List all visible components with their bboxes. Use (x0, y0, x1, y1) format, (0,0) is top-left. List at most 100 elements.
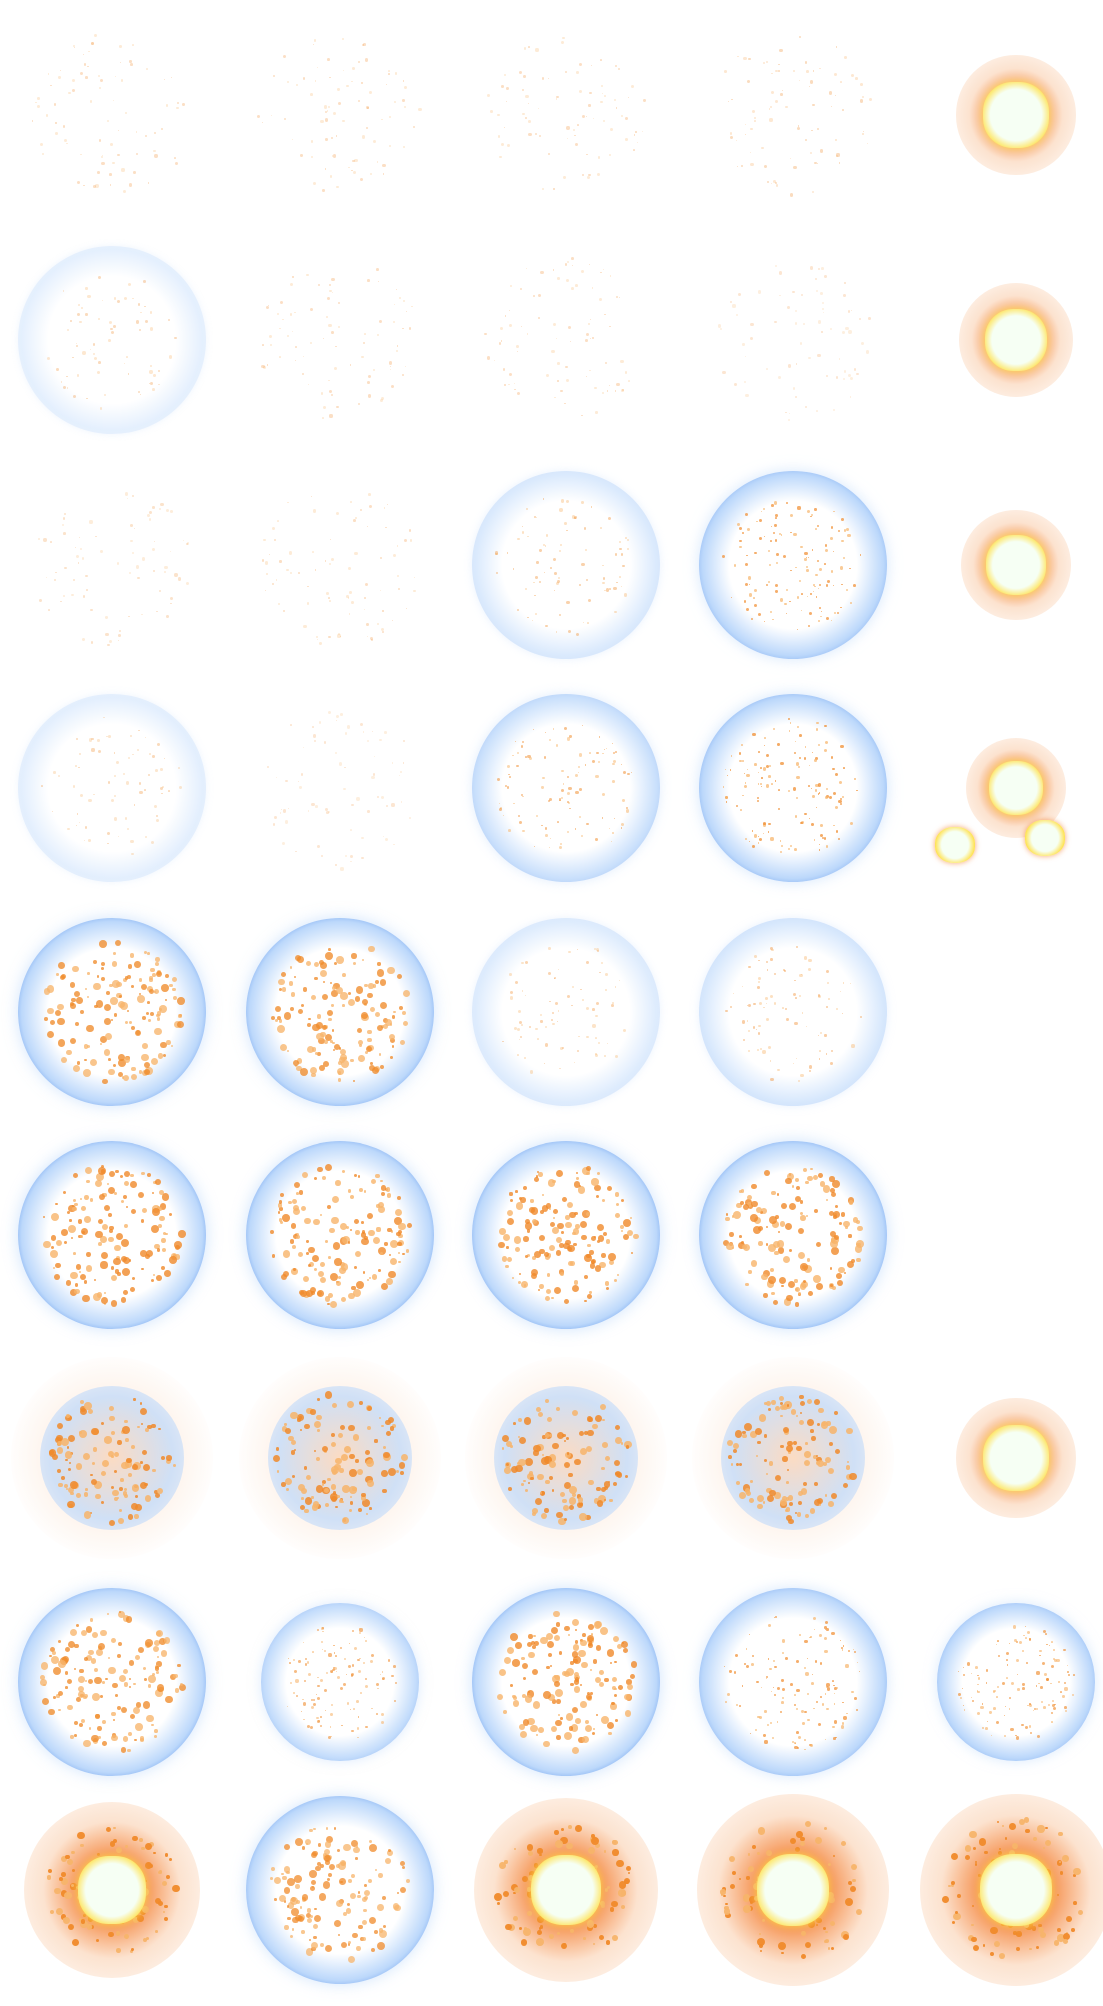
spark-particle (815, 784, 819, 788)
spark-particle (335, 1505, 338, 1509)
spark-particle (172, 1884, 180, 1893)
spark-particle (1053, 1649, 1055, 1651)
spark-particle (804, 1451, 811, 1458)
spark-particle (405, 1878, 410, 1883)
spark-particle (1012, 1843, 1019, 1850)
spark-particle (313, 1827, 316, 1831)
spark-particle (337, 632, 341, 636)
spark-particle (129, 1286, 135, 1292)
spark-particle (542, 1453, 545, 1456)
spark-particle (601, 1253, 606, 1258)
spark-particle (624, 537, 627, 540)
spark-particle (97, 1852, 101, 1856)
spark-particle (138, 992, 141, 996)
spark-particle (515, 1642, 522, 1649)
spark-particle (169, 983, 174, 988)
spark-particle (981, 1702, 984, 1705)
spark-particle (357, 100, 360, 103)
spark-particle (519, 1272, 522, 1275)
spark-particle (802, 1168, 808, 1173)
spark-particle (280, 1273, 287, 1280)
spark-particle (159, 507, 162, 510)
spark-particle (65, 1647, 71, 1653)
spark-particle (765, 997, 769, 1000)
spark-particle (594, 1677, 601, 1684)
spark-particle (822, 311, 825, 314)
spark-particle (823, 1927, 827, 1931)
spark-particle (750, 322, 754, 327)
spark-particle (165, 104, 169, 107)
spark-particle (811, 129, 814, 132)
spark-particle (347, 1401, 355, 1409)
spark-particle (800, 609, 802, 611)
spark-particle (49, 1647, 55, 1653)
spark-particle (835, 94, 837, 96)
spark-particle (387, 1848, 391, 1852)
spark-particle (120, 1747, 126, 1753)
spark-particle (392, 1902, 400, 1910)
spark-particle (355, 517, 357, 519)
energy-ring (471, 693, 661, 883)
spark-particle (379, 1673, 381, 1675)
spark-particle (535, 517, 537, 519)
spark-particle (293, 1204, 300, 1211)
spark-particle (609, 1498, 613, 1503)
spark-particle (122, 1256, 131, 1265)
spark-particle (162, 786, 164, 788)
spark-particle (500, 339, 503, 342)
spark-particle (1003, 1735, 1006, 1738)
spark-particle (68, 1641, 76, 1649)
spark-particle (360, 1011, 369, 1020)
spark-particle (512, 1659, 520, 1667)
spark-particle (366, 1512, 369, 1515)
spark-particle (156, 818, 160, 822)
spark-particle (293, 1182, 300, 1189)
spark-particle (523, 1236, 529, 1242)
spark-particle (534, 1641, 540, 1647)
spark-particle (380, 1282, 389, 1291)
spark-particle (524, 1458, 533, 1467)
spark-particle (101, 1500, 105, 1504)
spark-particle (558, 1651, 563, 1655)
spark-particle (153, 1639, 160, 1646)
spark-particle (760, 785, 763, 788)
spark-particle (154, 1027, 162, 1036)
spark-particle (352, 1708, 355, 1711)
spark-particle (330, 1713, 333, 1716)
spark-particle (301, 372, 304, 375)
spark-particle (586, 153, 588, 156)
spark-particle (289, 981, 294, 986)
spark-particle (298, 1660, 301, 1664)
spark-particle (739, 1190, 742, 1193)
spark-particle (270, 114, 272, 116)
spark-particle (90, 1511, 93, 1514)
spark-particle (1008, 1708, 1011, 1710)
spark-particle (167, 318, 170, 321)
spark-particle (55, 132, 58, 135)
spark-particle (338, 1061, 343, 1066)
spark-particle (609, 325, 611, 327)
spark-particle (562, 783, 565, 785)
spark-particle (61, 1437, 70, 1446)
spark-particle (309, 1067, 317, 1075)
spark-particle (614, 817, 616, 819)
spark-particle (787, 305, 791, 310)
spark-particle (822, 836, 825, 839)
spark-particle (397, 973, 403, 980)
spark-particle (614, 611, 617, 614)
spark-particle (607, 1043, 609, 1045)
spark-particle (364, 1449, 370, 1455)
spark-particle (797, 1512, 802, 1517)
spark-particle (319, 961, 327, 969)
spark-particle (589, 319, 591, 321)
spark-particle (281, 842, 286, 846)
spark-particle (784, 970, 786, 972)
spark-particle (596, 751, 600, 755)
spark-particle (87, 1678, 93, 1684)
spark-particle (114, 1244, 121, 1252)
spark-particle (352, 1434, 360, 1442)
spark-particle (100, 961, 106, 966)
spark-particle (130, 63, 133, 67)
spark-particle (609, 1907, 615, 1912)
spark-particle (596, 947, 600, 951)
